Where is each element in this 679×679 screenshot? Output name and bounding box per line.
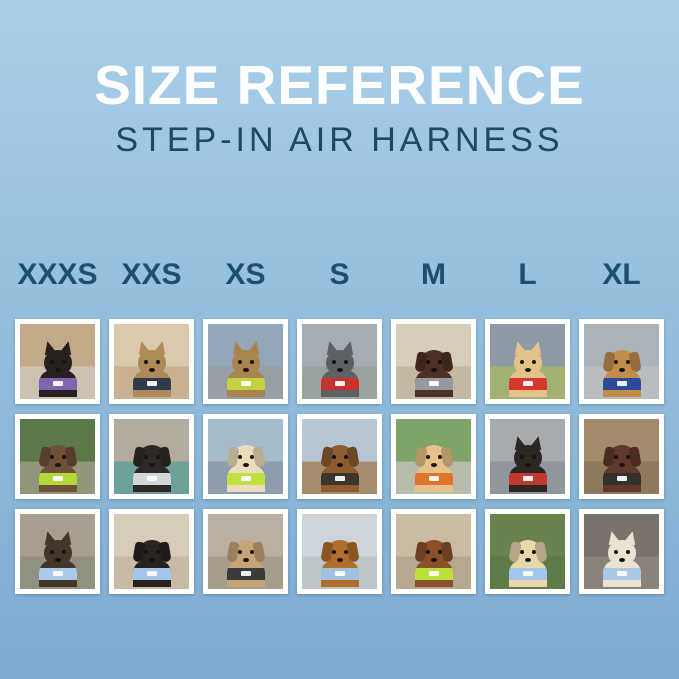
size-label-xl: XL	[602, 257, 641, 291]
size-label-s: S	[329, 257, 350, 291]
page-title: SIZE REFERENCE	[94, 54, 585, 116]
pet-photo-black-tan-dog-tunnel	[485, 413, 570, 499]
pet-photo-white-shepherd-blue-harness	[579, 508, 664, 594]
header: SIZE REFERENCE STEP-IN AIR HARNESS	[0, 0, 679, 157]
pet-photo-tabby-cat-lime-harness-car	[203, 318, 288, 404]
red-dachshund-blue-harness-illustration	[315, 531, 365, 587]
white-shepherd-blue-harness-illustration	[597, 529, 647, 587]
pet-photo-bengal-cat-navy-harness	[109, 318, 194, 404]
golden-puppy-blue-harness-grass-illustration	[503, 531, 553, 587]
pet-photo-longhair-dachshund-dock	[297, 413, 382, 499]
pet-photo-french-bulldog-red-harness	[297, 318, 382, 404]
pet-photo-shiba-inu-red-harness	[485, 318, 570, 404]
pet-photo-yorkie-puppy-blue-harness	[15, 508, 100, 594]
longhair-dachshund-dock-illustration	[315, 436, 365, 492]
pet-photo-red-dachshund-blue-harness	[297, 508, 382, 594]
golden-retriever-navy-harness-illustration	[597, 341, 647, 397]
page-subtitle: STEP-IN AIR HARNESS	[115, 120, 564, 159]
shiba-inu-red-harness-illustration	[503, 339, 553, 397]
tabby-cat-lime-harness-car-illustration	[221, 339, 271, 397]
photo-grid	[15, 318, 664, 594]
pet-photo-golden-retriever-navy-harness	[579, 318, 664, 404]
size-label-xs: XS	[225, 257, 266, 291]
golden-puppy-orange-harness-illustration	[409, 436, 459, 492]
pet-photo-golden-puppy-blue-harness-grass	[485, 508, 570, 594]
dachshund-puppy-blue-harness-illustration	[127, 531, 177, 587]
size-label-l: L	[518, 257, 537, 291]
pet-photo-red-poodle-lime-harness	[391, 508, 476, 594]
pet-photo-brown-white-dog-deck	[579, 413, 664, 499]
pet-photo-dachshund-puppy-blue-harness	[109, 508, 194, 594]
size-label-m: M	[421, 257, 446, 291]
tan-doodle-black-harness-illustration	[221, 531, 271, 587]
pet-photo-cream-spaniel-lime-harness	[203, 413, 288, 499]
pet-photo-tan-doodle-black-harness	[203, 508, 288, 594]
black-puppy-grey-harness-illustration	[127, 436, 177, 492]
brown-spaniel-grey-harness-illustration	[409, 341, 459, 397]
pet-photo-brown-spaniel-grey-harness	[391, 318, 476, 404]
red-poodle-lime-harness-illustration	[409, 531, 459, 587]
french-bulldog-red-harness-illustration	[315, 339, 365, 397]
pet-photo-black-kitten-purple-harness	[15, 318, 100, 404]
brown-white-dog-deck-illustration	[597, 436, 647, 492]
pet-photo-black-puppy-grey-harness	[109, 413, 194, 499]
yorkie-puppy-blue-harness-illustration	[33, 529, 83, 587]
pet-photo-golden-puppy-orange-harness	[391, 413, 476, 499]
black-kitten-purple-harness-illustration	[33, 339, 83, 397]
cream-spaniel-lime-harness-illustration	[221, 436, 271, 492]
size-labels-row: XXXS XXS XS S M L XL	[15, 257, 664, 293]
size-label-xxxs: XXXS	[17, 257, 98, 291]
size-label-xxs: XXS	[121, 257, 182, 291]
pet-photo-scruffy-puppy-lime-harness	[15, 413, 100, 499]
black-tan-dog-tunnel-illustration	[503, 434, 553, 492]
bengal-cat-navy-harness-illustration	[127, 339, 177, 397]
scruffy-puppy-lime-harness-illustration	[33, 436, 83, 492]
